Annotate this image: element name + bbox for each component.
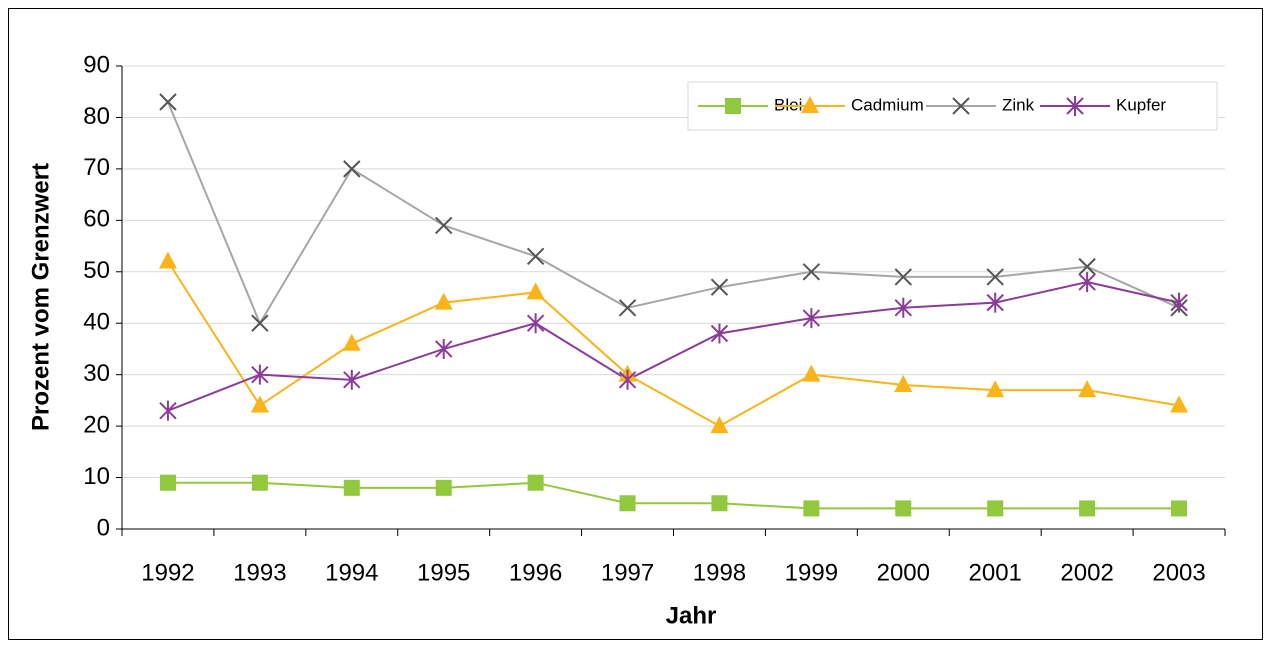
- marker: [526, 247, 545, 266]
- x-tick-label: 1998: [693, 559, 746, 586]
- marker: [619, 495, 636, 512]
- marker: [986, 268, 1004, 286]
- y-tick-label: 30: [83, 360, 110, 387]
- marker: [952, 97, 970, 115]
- x-tick-label: 1997: [601, 559, 654, 586]
- marker: [251, 314, 269, 332]
- marker: [986, 292, 1004, 313]
- x-tick-label: 1994: [325, 559, 378, 586]
- marker: [1170, 395, 1189, 413]
- legend-label: Kupfer: [1116, 95, 1166, 114]
- marker: [250, 395, 269, 413]
- marker: [710, 278, 729, 296]
- y-axis-label: Prozent vom Grenzwert: [27, 163, 54, 431]
- legend-label: Blei: [774, 95, 802, 114]
- series-line: [167, 260, 1180, 428]
- marker: [158, 251, 177, 269]
- y-tick-label: 10: [83, 463, 110, 490]
- marker: [987, 500, 1004, 517]
- marker: [894, 374, 913, 392]
- marker: [526, 282, 545, 300]
- marker: [710, 416, 729, 434]
- marker: [1066, 96, 1084, 116]
- marker: [1078, 380, 1097, 398]
- y-tick-label: 80: [83, 103, 110, 130]
- x-tick-label: 1992: [141, 559, 194, 586]
- marker: [803, 500, 820, 517]
- y-tick-label: 0: [97, 514, 110, 541]
- marker: [435, 338, 453, 359]
- marker: [251, 474, 268, 491]
- marker: [894, 297, 912, 318]
- y-tick-label: 90: [83, 51, 110, 78]
- x-tick-label: 1996: [509, 559, 562, 586]
- y-tick-label: 20: [83, 411, 110, 438]
- marker: [159, 474, 176, 491]
- marker: [802, 364, 821, 382]
- legend: Blei Cadmium Zink Kupfer: [687, 81, 1218, 131]
- marker: [711, 495, 728, 512]
- x-tick-label: 2002: [1060, 559, 1113, 586]
- marker: [159, 93, 177, 111]
- marker: [894, 268, 912, 286]
- marker: [435, 479, 452, 496]
- marker: [801, 96, 819, 113]
- marker: [1078, 272, 1096, 293]
- marker: [343, 160, 361, 178]
- marker: [618, 369, 637, 390]
- y-tick-label: 50: [83, 257, 110, 284]
- legend-label: Cadmium: [851, 95, 924, 114]
- marker: [1078, 257, 1096, 276]
- y-tick-label: 70: [83, 154, 110, 181]
- x-tick-label: 1999: [785, 559, 838, 586]
- series-line: [167, 281, 1180, 412]
- marker: [1079, 500, 1096, 517]
- marker: [343, 369, 361, 390]
- marker: [526, 313, 545, 334]
- marker: [895, 500, 912, 517]
- marker: [159, 400, 177, 421]
- series-line: [167, 101, 1180, 326]
- y-tick-label: 40: [83, 309, 110, 336]
- x-tick-label: 1993: [233, 559, 286, 586]
- x-axis-label: Jahr: [666, 602, 717, 629]
- x-tick-label: 1995: [417, 559, 470, 586]
- marker: [435, 216, 453, 235]
- marker: [802, 308, 821, 329]
- marker: [710, 323, 729, 344]
- marker: [725, 98, 741, 114]
- marker: [802, 263, 821, 281]
- y-tick-label: 60: [83, 206, 110, 233]
- marker: [527, 474, 544, 491]
- x-tick-label: 2003: [1152, 559, 1205, 586]
- series-line: [167, 481, 1180, 510]
- marker: [434, 292, 453, 310]
- marker: [342, 333, 361, 351]
- marker: [343, 479, 360, 496]
- x-tick-label: 2000: [877, 559, 930, 586]
- marker: [1171, 500, 1188, 517]
- marker: [251, 364, 269, 385]
- x-tick-label: 2001: [969, 559, 1022, 586]
- marker: [618, 299, 637, 317]
- marker: [1170, 292, 1188, 313]
- marker: [986, 380, 1005, 398]
- legend-label: Zink: [1002, 95, 1035, 114]
